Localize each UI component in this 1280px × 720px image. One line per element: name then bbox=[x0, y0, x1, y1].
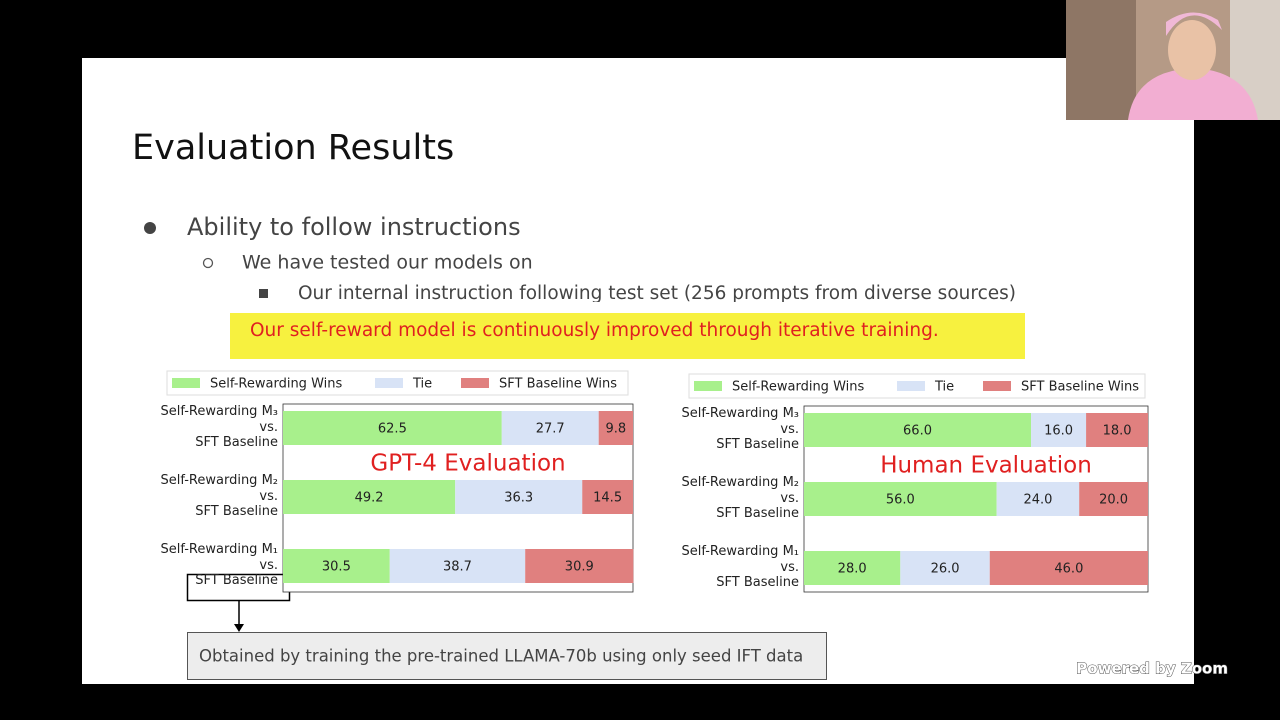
chart-annotation: GPT-4 Evaluation bbox=[370, 451, 565, 477]
webcam bbox=[1066, 0, 1280, 120]
value-label: 20.0 bbox=[1099, 493, 1128, 508]
value-label: 18.0 bbox=[1103, 424, 1132, 439]
legend-swatch bbox=[461, 378, 489, 388]
value-label: 9.8 bbox=[606, 422, 627, 437]
value-label: 28.0 bbox=[838, 562, 867, 577]
value-label: 36.3 bbox=[504, 491, 533, 506]
value-label: 30.5 bbox=[322, 560, 351, 575]
value-label: 38.7 bbox=[443, 560, 472, 575]
bullet: Ability to follow instructions bbox=[187, 213, 521, 241]
clip-strip bbox=[82, 302, 1194, 310]
legend-label: Self-Rewarding Wins bbox=[732, 380, 864, 395]
webcam-person-body bbox=[1128, 68, 1258, 120]
category-label: Self-Rewarding M₃ vs. SFT Baseline bbox=[160, 404, 279, 450]
bar-segment bbox=[455, 480, 583, 514]
value-label: 30.9 bbox=[565, 560, 594, 575]
webcam-wall bbox=[1066, 0, 1136, 120]
bar-segment bbox=[582, 480, 633, 514]
legend-label: SFT Baseline Wins bbox=[1021, 380, 1139, 395]
bar-segment bbox=[283, 411, 502, 445]
category-label: Self-Rewarding M₂ vs. SFT Baseline bbox=[160, 473, 279, 519]
highlight-text: Our self-reward model is continuously im… bbox=[250, 320, 939, 341]
legend-swatch bbox=[375, 378, 403, 388]
legend-swatch bbox=[172, 378, 200, 388]
bar-segment bbox=[598, 411, 633, 445]
sub-bullet: We have tested our models on bbox=[242, 252, 533, 274]
legend-swatch bbox=[694, 381, 722, 391]
bar-segment bbox=[1031, 413, 1087, 447]
bar-segment bbox=[501, 411, 599, 445]
bar-segment bbox=[283, 549, 390, 583]
value-label: 24.0 bbox=[1023, 493, 1052, 508]
webcam-person-face bbox=[1168, 20, 1216, 80]
bar-segment bbox=[989, 551, 1148, 585]
sub-sub-bullet-dot bbox=[259, 289, 268, 298]
category-label: Self-Rewarding M₁ vs. SFT Baseline bbox=[160, 542, 279, 588]
bar-segment bbox=[1086, 413, 1148, 447]
value-label: 27.7 bbox=[536, 422, 565, 437]
value-label: 26.0 bbox=[931, 562, 960, 577]
bar-segment bbox=[525, 549, 634, 583]
legend-swatch bbox=[897, 381, 925, 391]
value-label: 16.0 bbox=[1044, 424, 1073, 439]
sub-bullet-dot bbox=[202, 257, 214, 269]
bar-segment bbox=[804, 482, 997, 516]
webcam-person-hat bbox=[1166, 12, 1222, 36]
callout-box bbox=[187, 632, 827, 680]
arrow-head bbox=[234, 624, 244, 632]
bar-segment bbox=[900, 551, 990, 585]
zoom-watermark: Powered by Zoom bbox=[1076, 660, 1228, 678]
bullet-dot bbox=[144, 222, 156, 234]
sub-sub-bullet: Our internal instruction following test … bbox=[298, 283, 1016, 304]
legend-label: Self-Rewarding Wins bbox=[210, 377, 342, 392]
callout-text: Obtained by training the pre-trained LLA… bbox=[199, 647, 803, 666]
value-label: 46.0 bbox=[1054, 562, 1083, 577]
category-label: Self-Rewarding M₂ vs. SFT Baseline bbox=[681, 475, 800, 521]
legend-label: Tie bbox=[412, 377, 432, 392]
value-label: 56.0 bbox=[886, 493, 915, 508]
highlight bbox=[230, 313, 1025, 359]
value-label: 66.0 bbox=[903, 424, 932, 439]
value-label: 62.5 bbox=[378, 422, 407, 437]
legend-swatch bbox=[983, 381, 1011, 391]
legend-label: SFT Baseline Wins bbox=[499, 377, 617, 392]
legend-label: Tie bbox=[934, 380, 954, 395]
bar-segment bbox=[804, 551, 901, 585]
slide-title: Evaluation Results bbox=[132, 128, 454, 168]
value-label: 49.2 bbox=[355, 491, 384, 506]
bar-segment bbox=[1079, 482, 1148, 516]
value-label: 14.5 bbox=[593, 491, 622, 506]
bar-segment bbox=[804, 413, 1032, 447]
category-label: Self-Rewarding M₁ vs. SFT Baseline bbox=[681, 544, 800, 590]
bar-segment bbox=[996, 482, 1080, 516]
chart-annotation: Human Evaluation bbox=[880, 453, 1092, 479]
category-label: Self-Rewarding M₃ vs. SFT Baseline bbox=[681, 406, 800, 452]
bar-segment bbox=[389, 549, 526, 583]
bar-segment bbox=[283, 480, 456, 514]
